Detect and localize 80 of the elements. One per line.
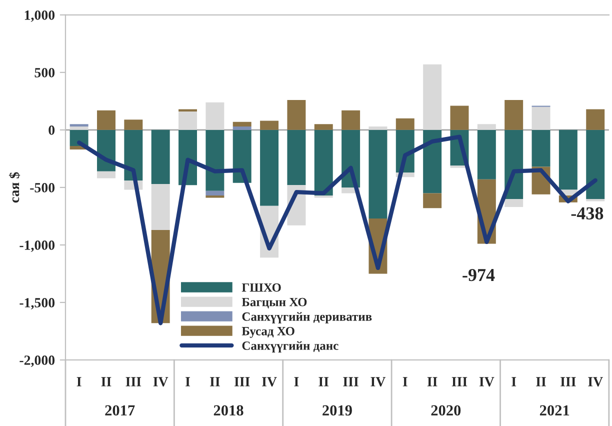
bar bbox=[586, 109, 605, 130]
bar bbox=[287, 130, 306, 186]
bar bbox=[532, 130, 550, 167]
bar bbox=[206, 102, 224, 130]
bar bbox=[586, 130, 605, 199]
bar bbox=[477, 130, 496, 180]
y-tick-label: -2,000 bbox=[20, 356, 55, 367]
y-tick-label: -1,000 bbox=[20, 240, 55, 252]
bar bbox=[97, 110, 116, 130]
y-tick-label: 0 bbox=[48, 126, 55, 135]
text: 2019 bbox=[322, 405, 352, 416]
y-tick-label: -1,500 bbox=[20, 298, 55, 310]
text: 2020 bbox=[431, 405, 461, 416]
y-tick-label: 1,000 bbox=[24, 10, 55, 22]
bar bbox=[314, 195, 333, 198]
x-tick-label: II bbox=[536, 377, 546, 386]
y-axis-title: сая $ bbox=[8, 172, 20, 203]
bar bbox=[232, 126, 252, 130]
x-tick-label: III bbox=[234, 377, 250, 386]
bar bbox=[178, 112, 197, 130]
x-tick-label: I bbox=[294, 377, 299, 386]
bar bbox=[558, 130, 578, 190]
bar bbox=[70, 126, 88, 130]
legend-label: Санхүүгийн дериватив bbox=[242, 312, 372, 324]
y-tick-label: 500 bbox=[34, 68, 55, 78]
bar bbox=[423, 130, 442, 194]
bar bbox=[206, 195, 224, 198]
bar bbox=[206, 190, 224, 196]
bar bbox=[396, 118, 414, 130]
x-tick-label: II bbox=[210, 377, 220, 386]
bar bbox=[532, 106, 550, 130]
bar bbox=[260, 130, 279, 206]
bar bbox=[504, 100, 524, 130]
x-tick-label: III bbox=[126, 377, 142, 386]
bar bbox=[97, 171, 116, 178]
bar bbox=[178, 109, 197, 112]
bar bbox=[151, 184, 170, 230]
bar bbox=[423, 193, 442, 208]
x-tick-label: III bbox=[343, 377, 358, 386]
bar bbox=[151, 130, 170, 184]
bar bbox=[124, 120, 143, 130]
x-tick-label: IV bbox=[262, 377, 277, 386]
x-tick-label: IV bbox=[588, 377, 603, 386]
x-tick-label: II bbox=[101, 377, 112, 386]
legend-label: Багцын ХО bbox=[242, 298, 307, 308]
data-label: -438 bbox=[571, 207, 604, 220]
x-tick-label: III bbox=[452, 377, 468, 386]
legend-label: Бусад ХО bbox=[242, 326, 294, 338]
bar bbox=[450, 106, 469, 130]
text: 2018 bbox=[214, 405, 244, 416]
x-tick-label: IV bbox=[370, 377, 386, 386]
bar bbox=[124, 130, 143, 181]
data-label: -974 bbox=[462, 268, 495, 282]
bar bbox=[232, 122, 252, 126]
bar bbox=[314, 130, 333, 196]
legend-label: Санхүүгийн данс bbox=[242, 341, 338, 352]
text: 2017 bbox=[105, 405, 135, 416]
x-tick-label: IV bbox=[153, 377, 168, 386]
bar bbox=[232, 130, 252, 183]
bar bbox=[368, 130, 388, 218]
bar bbox=[206, 130, 224, 191]
x-tick-label: IV bbox=[479, 377, 494, 386]
y-tick-label: -500 bbox=[30, 183, 55, 192]
x-tick-label: I bbox=[402, 377, 408, 386]
x-tick-label: II bbox=[427, 377, 438, 386]
bar bbox=[314, 124, 333, 130]
x-tick-label: I bbox=[512, 377, 516, 386]
bar bbox=[423, 64, 442, 130]
x-tick-label: II bbox=[318, 377, 329, 386]
bar bbox=[477, 124, 496, 130]
text: 2021 bbox=[540, 405, 570, 416]
legend-label: ГШХО bbox=[242, 283, 281, 292]
bar bbox=[260, 120, 279, 130]
bar bbox=[504, 198, 524, 207]
bar bbox=[368, 126, 388, 130]
bar bbox=[287, 100, 306, 130]
x-tick-label: I bbox=[76, 377, 82, 386]
x-tick-label: I bbox=[186, 377, 190, 386]
bar bbox=[342, 110, 360, 130]
x-tick-label: III bbox=[560, 377, 576, 386]
